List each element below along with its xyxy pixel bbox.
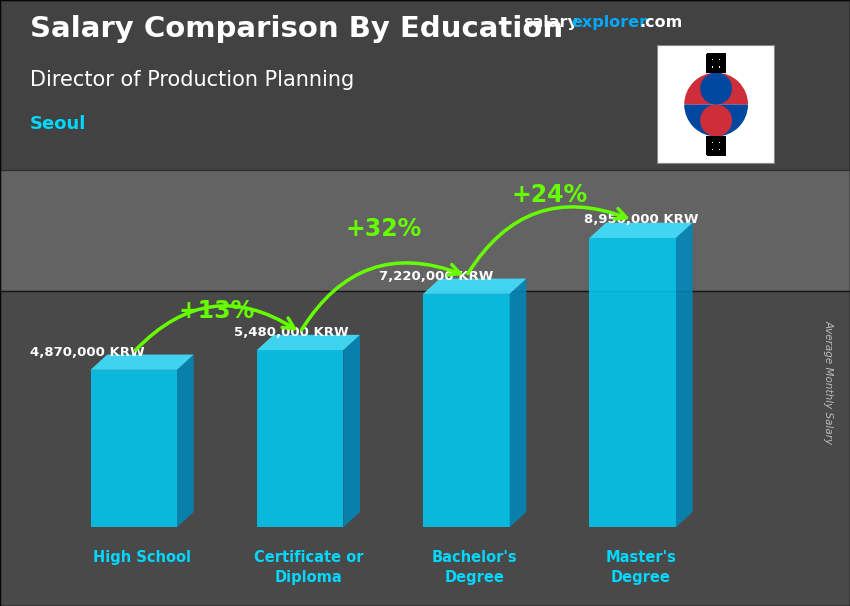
Bar [706, 67, 726, 73]
Text: +32%: +32% [345, 216, 422, 241]
Polygon shape [343, 335, 360, 527]
Bar [721, 136, 727, 155]
Bar [706, 54, 711, 73]
Polygon shape [91, 370, 177, 527]
Bar [721, 54, 727, 73]
Text: 8,950,000 KRW: 8,950,000 KRW [584, 213, 698, 225]
Wedge shape [684, 73, 748, 104]
Text: 7,220,000 KRW: 7,220,000 KRW [379, 270, 494, 282]
Polygon shape [510, 279, 526, 527]
Text: salary: salary [523, 15, 578, 30]
Text: Certificate or
Diploma: Certificate or Diploma [253, 550, 363, 585]
Bar [717, 143, 726, 149]
Polygon shape [589, 238, 676, 527]
Text: Seoul: Seoul [30, 115, 86, 133]
Circle shape [700, 104, 732, 136]
Text: Average Monthly Salary: Average Monthly Salary [824, 320, 834, 444]
Text: Bachelor's
Degree: Bachelor's Degree [432, 550, 518, 585]
Polygon shape [177, 355, 194, 527]
Polygon shape [657, 45, 775, 164]
Polygon shape [257, 350, 343, 527]
Text: +24%: +24% [512, 182, 587, 207]
Polygon shape [423, 294, 510, 527]
Polygon shape [589, 222, 693, 238]
Polygon shape [91, 355, 194, 370]
Polygon shape [676, 222, 693, 527]
Text: explorer: explorer [571, 15, 648, 30]
Bar [706, 150, 726, 156]
Text: 5,480,000 KRW: 5,480,000 KRW [235, 326, 349, 339]
Bar [706, 136, 711, 155]
Bar [713, 136, 719, 155]
Bar [706, 60, 726, 66]
Wedge shape [684, 104, 748, 136]
Bar [706, 136, 726, 142]
Text: Director of Production Planning: Director of Production Planning [30, 70, 354, 90]
Text: +13%: +13% [178, 299, 255, 323]
Bar [713, 54, 719, 62]
Polygon shape [423, 279, 526, 294]
Text: 4,870,000 KRW: 4,870,000 KRW [30, 345, 145, 359]
Text: .com: .com [639, 15, 683, 30]
Bar [706, 53, 726, 59]
Circle shape [700, 73, 732, 104]
Text: Master's
Degree: Master's Degree [605, 550, 677, 585]
Bar [713, 65, 719, 73]
Bar [706, 143, 715, 149]
Polygon shape [257, 335, 360, 350]
Text: Salary Comparison By Education: Salary Comparison By Education [30, 15, 563, 43]
Text: High School: High School [94, 550, 191, 565]
